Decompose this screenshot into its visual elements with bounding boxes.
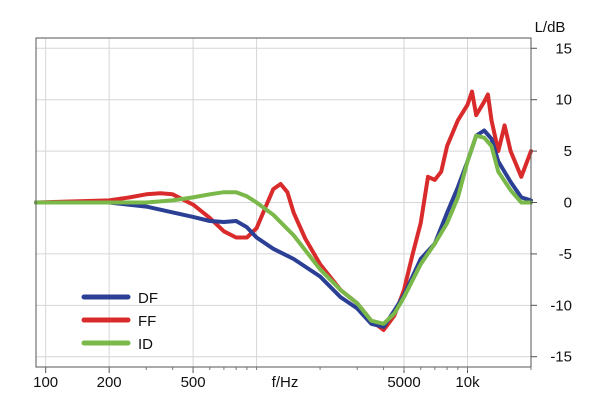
x-tick-label: 5000 xyxy=(387,374,420,391)
x-tick-label: 500 xyxy=(181,374,206,391)
series-line-id xyxy=(34,133,533,326)
y-tick-label: 5 xyxy=(564,143,572,160)
y-tick-label: 15 xyxy=(555,40,572,57)
y-tick-label: -5 xyxy=(559,246,572,263)
y-axis-label: L/dB xyxy=(535,19,566,36)
y-tick-label: 0 xyxy=(564,195,572,212)
x-tick-label: 100 xyxy=(33,374,58,391)
legend-label-ff: FF xyxy=(138,313,156,330)
series-line-df xyxy=(34,128,533,329)
x-tick-label: 10k xyxy=(455,374,480,391)
legend: DF FF ID xyxy=(81,290,158,353)
y-tick-label: 10 xyxy=(555,92,572,109)
legend-label-id: ID xyxy=(138,336,153,353)
legend-label-df: DF xyxy=(138,290,158,307)
y-tick-label: -15 xyxy=(550,349,572,366)
series-lines xyxy=(34,89,533,332)
x-axis-label: f/Hz xyxy=(272,374,299,391)
y-tick-label: -10 xyxy=(550,297,572,314)
ticks: 100 200 500 5000 10k 15 10 5 0 -5 -10 -15 xyxy=(33,40,572,391)
x-tick-label: 200 xyxy=(97,374,122,391)
series-line-ff xyxy=(34,89,533,332)
